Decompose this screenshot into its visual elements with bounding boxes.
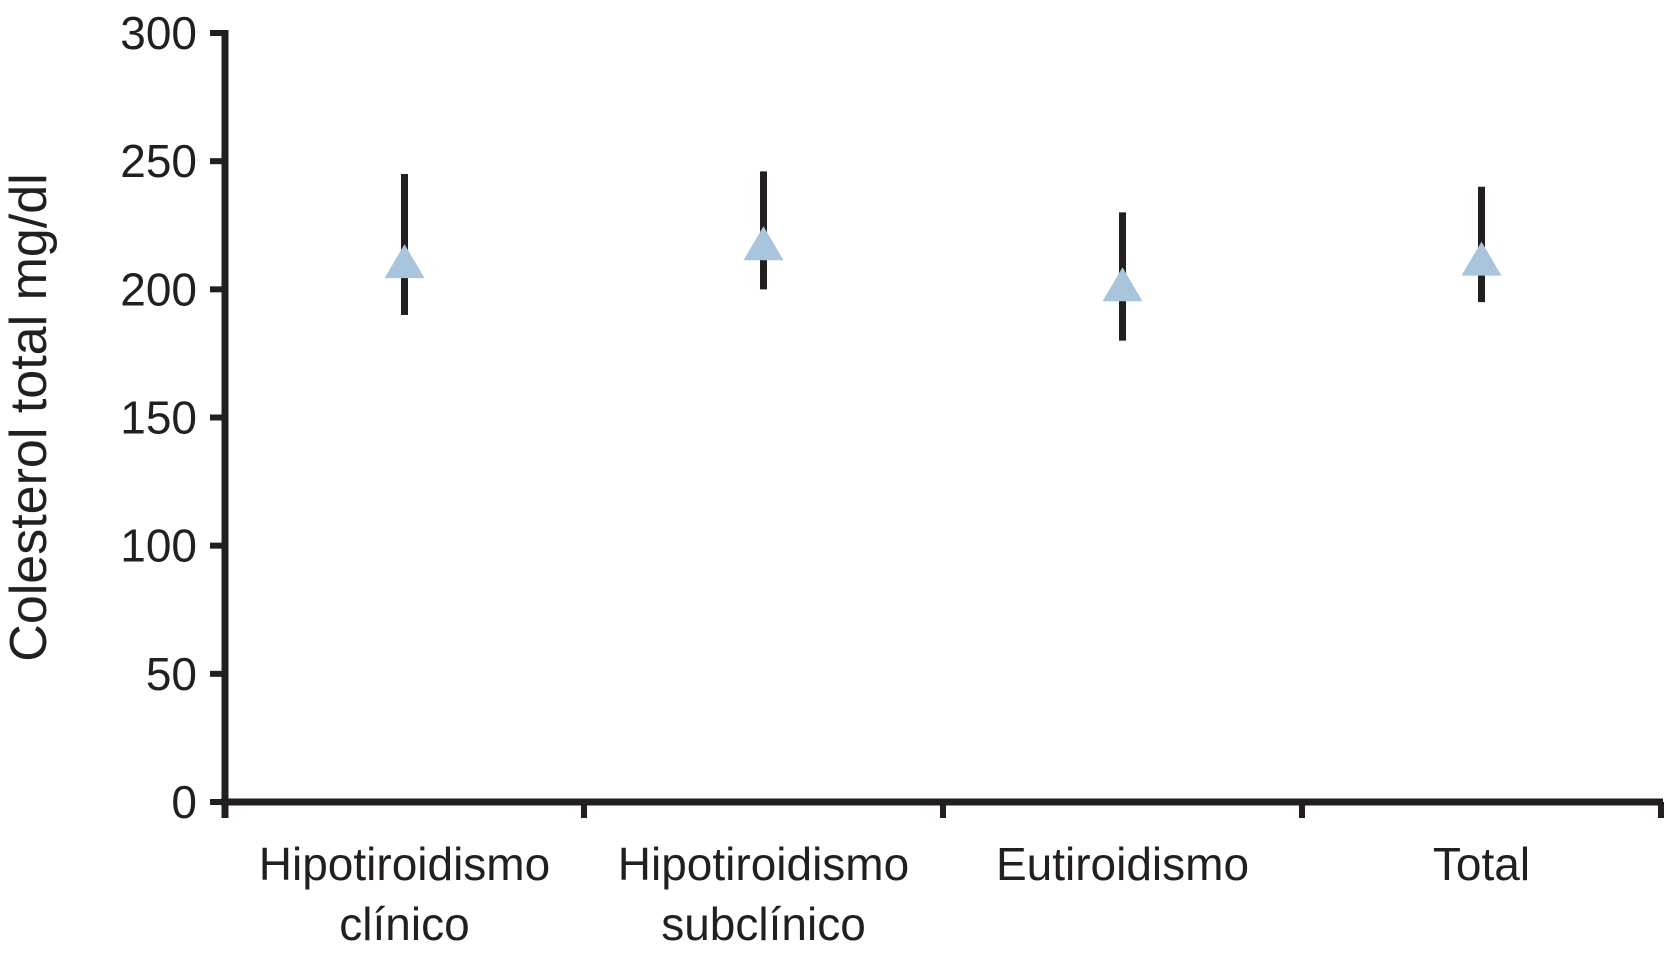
x-category-label-line: Hipotiroidismo bbox=[618, 838, 909, 890]
x-category-label-line: subclínico bbox=[661, 898, 866, 950]
mean-marker-triangle bbox=[384, 244, 425, 279]
x-category-label: Hipotiroidismo clínico bbox=[259, 838, 550, 950]
x-category-label-line: Hipotiroidismo bbox=[259, 838, 550, 890]
mean-marker-triangle bbox=[1461, 241, 1502, 276]
y-tick-label: 250 bbox=[120, 135, 197, 187]
y-tick-label: 200 bbox=[120, 263, 197, 315]
y-tick-label: 0 bbox=[171, 776, 197, 828]
y-tick-label: 300 bbox=[120, 7, 197, 59]
y-tick-label: 50 bbox=[146, 648, 197, 700]
y-tick-label: 100 bbox=[120, 520, 197, 572]
x-category-label: Hipotiroidismo subclínico bbox=[618, 838, 909, 950]
x-category-label: Eutiroidismo bbox=[996, 838, 1249, 890]
mean-marker-triangle bbox=[743, 226, 784, 261]
y-axis-title: Colesterol total mg/dl bbox=[0, 173, 58, 661]
y-tick-label: 150 bbox=[120, 392, 197, 444]
mean-marker-triangle bbox=[1102, 267, 1143, 302]
x-category-label-line: clínico bbox=[339, 898, 469, 950]
x-category-label: Total bbox=[1433, 838, 1530, 890]
